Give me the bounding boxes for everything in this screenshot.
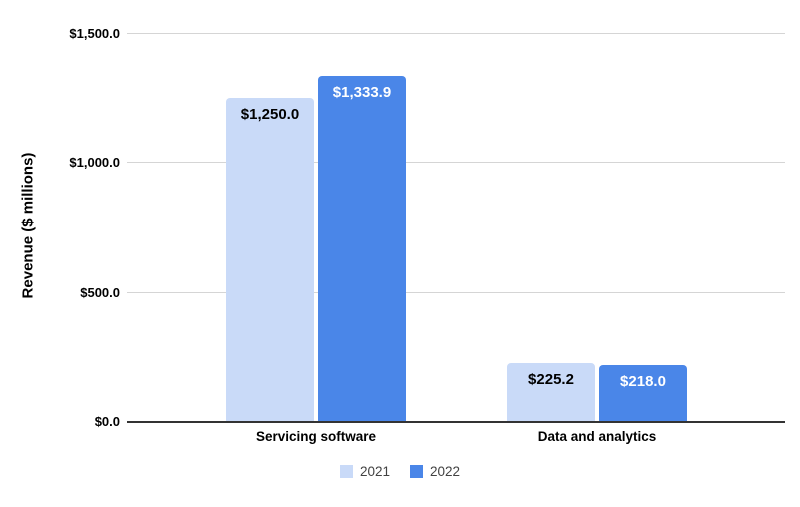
legend-label: 2021 xyxy=(359,464,390,479)
legend-item-2022: 2022 xyxy=(410,464,460,479)
bar-2022-data-and-analytics: $218.0 xyxy=(599,364,687,421)
legend-swatch-icon xyxy=(410,465,423,478)
legend-swatch-icon xyxy=(339,465,353,478)
bar-2021-data-and-analytics: $225.2 xyxy=(507,362,595,421)
category-label-servicing-software: Servicing software xyxy=(255,429,377,444)
gridline xyxy=(127,162,785,164)
bar-value-label: $225.2 xyxy=(528,370,574,388)
legend: 2021 2022 xyxy=(0,464,800,479)
y-tick-label: $500.0 xyxy=(80,284,120,300)
y-tick-label: $1,500.0 xyxy=(69,26,120,41)
x-axis-line xyxy=(127,421,785,423)
bar-value-label: $1,333.9 xyxy=(332,83,392,101)
y-tick-label: $0.0 xyxy=(94,414,120,429)
category-label-data-and-analytics: Data and analytics xyxy=(537,429,657,444)
bar-2021-servicing-software: $1,250.0 xyxy=(226,97,314,421)
y-tick-label: $1,000.0 xyxy=(69,155,120,171)
gridline xyxy=(127,291,785,293)
legend-item-2021: 2021 xyxy=(339,464,390,479)
legend-label: 2022 xyxy=(430,464,461,479)
plot-area: $0.0 $500.0 $1,000.0 $1,500.0 $1,250.0 $1,333… xyxy=(69,0,785,507)
gridline xyxy=(127,33,785,34)
bar-value-label: $1,250.0 xyxy=(240,105,300,123)
bar-2022-servicing-software: $1,333.9 xyxy=(318,75,406,421)
bar-value-label: $218.0 xyxy=(620,372,666,390)
